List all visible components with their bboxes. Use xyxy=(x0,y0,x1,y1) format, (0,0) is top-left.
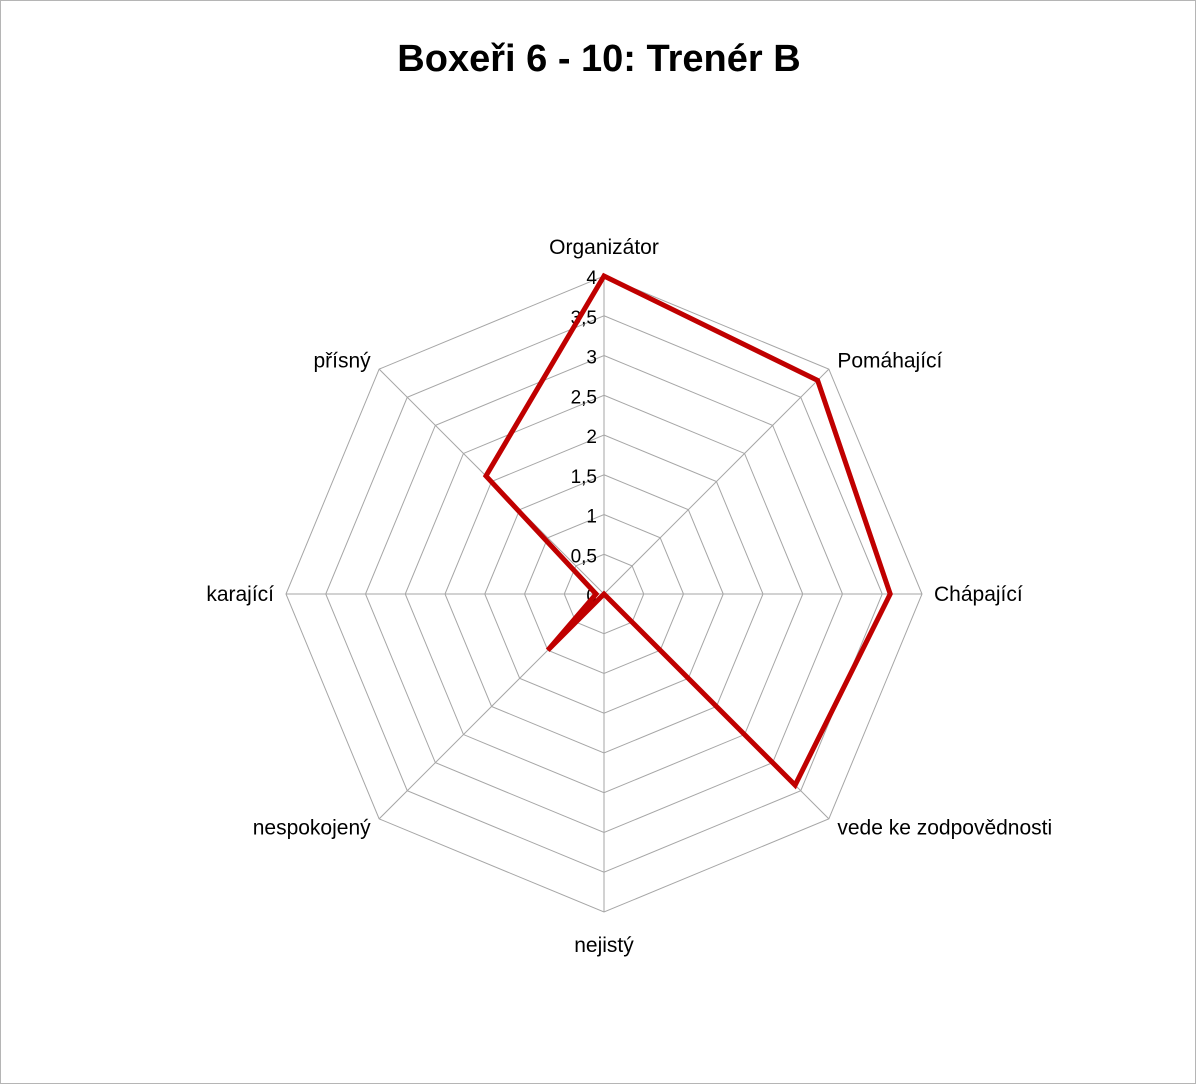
radar-category-labels: Organizátor Pomáhající Chápající vede ke zo… xyxy=(206,236,1052,957)
tick-label: 1 xyxy=(586,507,597,528)
tick-label: 2,5 xyxy=(571,387,597,408)
category-label: Organizátor xyxy=(549,236,659,259)
tick-label: 4 xyxy=(586,268,597,289)
axis-spoke xyxy=(603,368,830,595)
tick-label: 1,5 xyxy=(571,467,597,488)
tick-label: 3 xyxy=(586,348,597,369)
series-line xyxy=(482,272,893,790)
category-label: karající xyxy=(206,583,274,606)
tick-label: 2 xyxy=(586,427,597,448)
radar-tick-labels: 00,511,522,533,54 xyxy=(571,268,598,607)
category-label: nespokojený xyxy=(253,816,371,839)
category-label: přísný xyxy=(313,350,371,373)
category-label: Chápající xyxy=(934,583,1023,606)
radar-series xyxy=(482,272,893,790)
chart-title: Boxeři 6 - 10: Trenér B xyxy=(397,38,801,80)
category-label: nejistý xyxy=(574,934,634,957)
category-label: Pomáhající xyxy=(837,350,942,373)
tick-label: 0,5 xyxy=(571,546,597,567)
category-label: vede ke zodpovědnosti xyxy=(837,816,1052,839)
